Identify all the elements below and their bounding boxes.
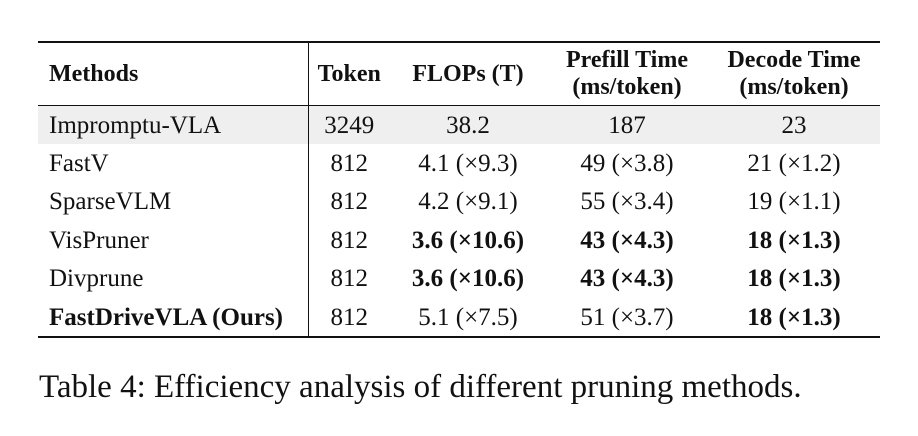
cell-token: 812	[330, 303, 369, 331]
table-row: Divprune 812 3.6 (×10.6) 43 (×4.3) 18 (×…	[38, 259, 880, 298]
cell-token: 812	[330, 226, 369, 254]
table-row: Impromptu-VLA 3249 38.2 187 23	[38, 105, 880, 145]
efficiency-table: Methods Token FLOPs (T) Prefill Time (ms…	[38, 41, 880, 338]
cell-prefill: 49 (×3.8)	[580, 150, 674, 178]
table-body: Impromptu-VLA 3249 38.2 187 23 FastV 812…	[38, 105, 880, 338]
efficiency-table-container: Methods Token FLOPs (T) Prefill Time (ms…	[38, 41, 880, 338]
table-caption: Table 4: Efficiency analysis of differen…	[39, 369, 802, 405]
cell-flops: 3.6 (×10.6)	[411, 226, 525, 254]
column-header-prefill-time: Prefill Time (ms/token)	[566, 47, 688, 100]
cell-method: Impromptu-VLA	[38, 105, 309, 145]
table-header-row: Methods Token FLOPs (T) Prefill Time (ms…	[38, 42, 880, 106]
table-row: SparseVLM 812 4.2 (×9.1) 55 (×3.4) 19 (×…	[38, 182, 880, 222]
cell-decode: 18 (×1.3)	[747, 303, 841, 331]
cell-token: 812	[330, 188, 369, 216]
table-row: FastV 812 4.1 (×9.3) 49 (×3.8) 21 (×1.2)	[38, 144, 880, 183]
cell-flops: 38.2	[390, 105, 546, 145]
table-row: FastDriveVLA (Ours) 812 5.1 (×7.5) 51 (×…	[38, 297, 880, 338]
cell-prefill: 55 (×3.4)	[580, 188, 674, 216]
cell-flops: 4.1 (×9.3)	[418, 150, 518, 178]
cell-decode: 19 (×1.1)	[747, 188, 841, 216]
column-header-flops: FLOPs (T)	[412, 60, 524, 87]
column-header-methods: Methods	[38, 42, 309, 106]
table-row: VisPruner 812 3.6 (×10.6) 43 (×4.3) 18 (…	[38, 221, 880, 260]
cell-token: 812	[330, 150, 369, 178]
cell-method: Divprune	[38, 259, 309, 298]
cell-decode: 23	[708, 105, 880, 145]
cell-method: VisPruner	[38, 221, 309, 260]
cell-decode: 18 (×1.3)	[747, 265, 841, 293]
cell-decode: 21 (×1.2)	[747, 150, 841, 178]
cell-prefill: 187	[546, 105, 708, 145]
column-header-token: Token	[317, 60, 381, 87]
cell-method: SparseVLM	[38, 182, 309, 222]
cell-method: FastV	[38, 144, 309, 183]
cell-decode: 18 (×1.3)	[747, 226, 841, 254]
cell-method: FastDriveVLA (Ours)	[38, 297, 309, 338]
column-header-decode-time: Decode Time (ms/token)	[727, 47, 861, 100]
cell-flops: 5.1 (×7.5)	[418, 303, 518, 331]
cell-token: 812	[330, 265, 369, 293]
cell-flops: 4.2 (×9.1)	[418, 188, 518, 216]
cell-prefill: 43 (×4.3)	[580, 265, 674, 293]
cell-prefill: 51 (×3.7)	[580, 303, 674, 331]
cell-token: 3249	[308, 105, 390, 145]
cell-prefill: 43 (×4.3)	[580, 226, 674, 254]
cell-flops: 3.6 (×10.6)	[411, 265, 525, 293]
